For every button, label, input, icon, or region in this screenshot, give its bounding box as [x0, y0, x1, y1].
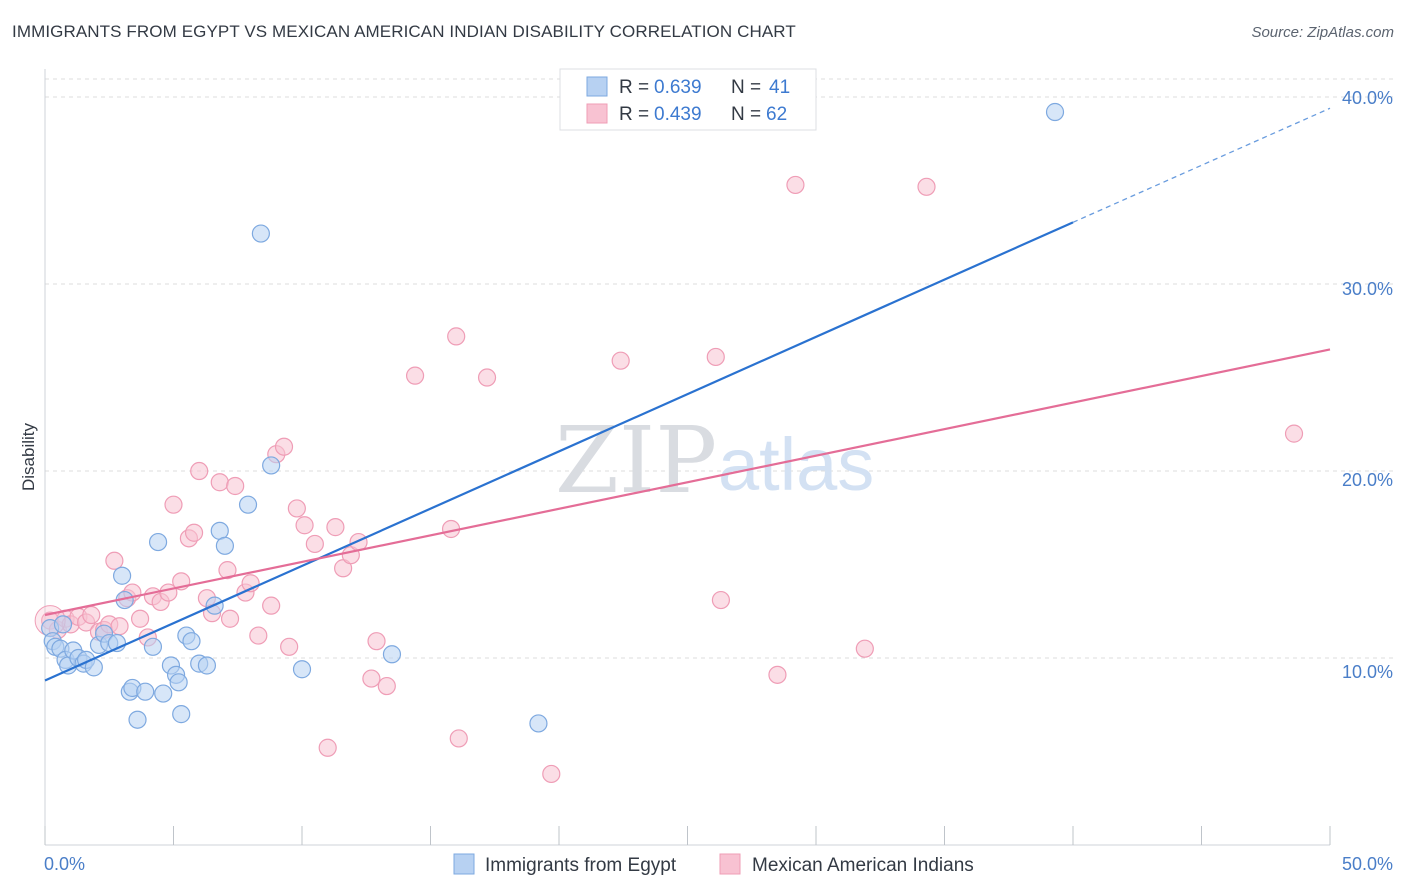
x-tick-label-min: 0.0%: [44, 854, 85, 874]
watermark-atlas: atlas: [718, 423, 874, 506]
point-mexican-american-indians: [917, 177, 936, 196]
point-immigrants-from-egypt: [238, 495, 258, 514]
point-mexican-american-indians: [449, 729, 468, 748]
legend-r-label: R =: [619, 104, 649, 125]
point-mexican-american-indians: [377, 676, 396, 696]
point-immigrants-from-egypt: [382, 645, 402, 664]
y-tick-label: 10.0%: [1342, 662, 1393, 682]
bottom-legend-swatch-blue: [453, 853, 475, 875]
point-mexican-american-indians: [786, 175, 805, 195]
legend-r-label: R =: [619, 77, 649, 98]
point-immigrants-from-egypt: [154, 684, 173, 703]
source-credit: Source: ZipAtlas.com: [1251, 24, 1394, 41]
point-mexican-american-indians: [447, 327, 466, 346]
point-mexican-american-indians: [287, 499, 306, 518]
point-immigrants-from-egypt: [182, 632, 201, 651]
point-mexican-american-indians: [218, 561, 237, 580]
trend-line-pink: [44, 348, 1331, 617]
y-axis-label: Disability: [19, 422, 38, 491]
point-mexican-american-indians: [326, 518, 345, 537]
point-immigrants-from-egypt: [197, 656, 217, 675]
legend-r-value: 0.439: [654, 104, 702, 125]
point-mexican-american-indians: [249, 626, 268, 645]
axes: Disability 0.0% 50.0% 10.0% 20.0% 30.0% …: [19, 69, 1393, 874]
legend-n-label: N =: [731, 104, 761, 125]
trend-line-blue-extension: [1072, 107, 1331, 223]
point-immigrants-from-egypt: [1045, 102, 1065, 122]
point-mexican-american-indians: [768, 665, 787, 684]
point-immigrants-from-egypt: [136, 682, 155, 701]
legend-swatch-pink: [586, 103, 608, 124]
point-immigrants-from-egypt: [148, 532, 168, 552]
point-immigrants-from-egypt: [529, 714, 548, 733]
point-mexican-american-indians: [184, 523, 204, 542]
point-mexican-american-indians: [130, 609, 150, 628]
point-mexican-american-indians: [190, 461, 209, 481]
point-immigrants-from-egypt: [112, 566, 132, 585]
point-immigrants-from-egypt: [172, 705, 191, 724]
point-mexican-american-indians: [542, 764, 561, 784]
chart-title: IMMIGRANTS FROM EGYPT VS MEXICAN AMERICA…: [12, 22, 796, 41]
point-immigrants-from-egypt: [251, 224, 270, 243]
point-immigrants-from-egypt: [262, 456, 281, 475]
x-tick-marks: [44, 826, 1331, 845]
point-mexican-american-indians: [405, 366, 425, 385]
point-mexican-american-indians: [262, 596, 281, 615]
bottom-legend-label: Mexican American Indians: [752, 855, 974, 876]
point-immigrants-from-egypt: [215, 536, 234, 555]
point-mexican-american-indians: [318, 738, 337, 757]
point-immigrants-from-egypt: [143, 637, 163, 656]
point-mexican-american-indians: [280, 637, 299, 656]
point-mexican-american-indians: [295, 516, 314, 535]
point-mexican-american-indians: [706, 347, 725, 367]
legend-r-value: 0.639: [654, 77, 702, 98]
point-immigrants-from-egypt: [128, 710, 147, 729]
point-immigrants-from-egypt: [292, 660, 312, 679]
point-mexican-american-indians: [1284, 424, 1304, 443]
point-mexican-american-indians: [855, 639, 874, 658]
legend-n-value: 62: [766, 104, 787, 125]
y-tick-label: 30.0%: [1342, 279, 1393, 299]
point-mexican-american-indians: [477, 368, 497, 387]
bottom-legend: Immigrants from Egypt Mexican American I…: [453, 853, 974, 876]
legend-n-label: N =: [731, 77, 761, 98]
point-mexican-american-indians: [82, 605, 101, 625]
y-tick-label: 40.0%: [1342, 88, 1393, 108]
watermark-zip: ZIP: [555, 407, 717, 514]
series-immigrants-from-egypt: [41, 102, 1065, 733]
point-mexican-american-indians: [226, 476, 245, 496]
point-mexican-american-indians: [305, 534, 324, 554]
bottom-legend-label: Immigrants from Egypt: [485, 855, 677, 876]
trend-line-blue: [44, 221, 1074, 682]
point-mexican-american-indians: [210, 473, 229, 492]
y-tick-label: 20.0%: [1342, 470, 1393, 490]
point-mexican-american-indians: [274, 437, 294, 456]
point-immigrants-from-egypt: [169, 673, 188, 692]
point-mexican-american-indians: [611, 351, 630, 370]
trend-lines: [44, 107, 1331, 682]
bottom-legend-swatch-pink: [719, 853, 741, 875]
point-mexican-american-indians: [362, 669, 381, 688]
point-immigrants-from-egypt: [53, 615, 73, 634]
point-mexican-american-indians: [220, 609, 240, 628]
grid: [45, 78, 1394, 659]
point-mexican-american-indians: [711, 590, 731, 610]
watermark: ZIP atlas: [555, 407, 874, 514]
legend-n-value: 41: [769, 77, 790, 98]
point-mexican-american-indians: [367, 632, 386, 651]
point-mexican-american-indians: [164, 495, 183, 514]
point-mexican-american-indians: [110, 617, 129, 636]
legend: R = 0.639 N = 41 R = 0.439 N = 62: [559, 68, 817, 131]
legend-swatch-blue: [586, 76, 608, 97]
point-mexican-american-indians: [105, 551, 124, 570]
x-tick-label-max: 50.0%: [1342, 854, 1393, 874]
